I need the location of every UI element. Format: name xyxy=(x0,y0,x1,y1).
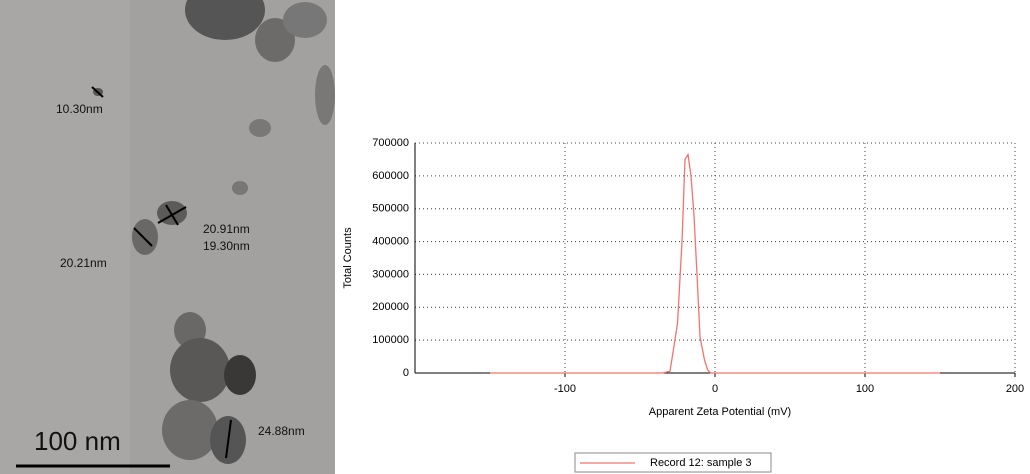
y-tick-label: 700000 xyxy=(372,137,409,149)
particle-cluster xyxy=(170,338,230,402)
micrograph: 10.30nm 20.21nm 20.91nm 19.30nm 24.88nm … xyxy=(0,0,335,474)
legend-label: Record 12: sample 3 xyxy=(650,457,752,469)
size-label: 20.21nm xyxy=(60,256,107,270)
y-tick-label: 0 xyxy=(403,367,409,379)
x-tick-label: 100 xyxy=(856,383,874,395)
x-axis-label: Apparent Zeta Potential (mV) xyxy=(649,406,791,418)
particle xyxy=(315,65,335,125)
size-label: 10.30nm xyxy=(56,102,103,116)
y-tick-label: 600000 xyxy=(372,170,409,182)
particle xyxy=(224,355,256,395)
size-label: 19.30nm xyxy=(203,239,250,253)
scale-bar-label: 100 nm xyxy=(34,426,121,456)
y-tick-label: 400000 xyxy=(372,235,409,247)
micrograph-region xyxy=(130,0,335,474)
y-tick-label: 100000 xyxy=(372,334,409,346)
particle xyxy=(249,119,271,137)
figure: 10.30nm 20.21nm 20.91nm 19.30nm 24.88nm … xyxy=(0,0,1030,474)
particle xyxy=(232,181,248,195)
y-tick-label: 300000 xyxy=(372,268,409,280)
x-tick-label: 200 xyxy=(1006,383,1024,395)
particle xyxy=(132,219,158,255)
particle-cluster xyxy=(162,400,218,460)
size-label: 20.91nm xyxy=(203,222,250,236)
y-axis-label: Total Counts xyxy=(342,227,354,289)
size-label: 24.88nm xyxy=(258,424,305,438)
particle xyxy=(283,2,327,38)
y-tick-label: 200000 xyxy=(372,301,409,313)
x-tick-label: 0 xyxy=(712,383,718,395)
x-tick-label: -100 xyxy=(554,383,576,395)
y-tick-label: 500000 xyxy=(372,203,409,215)
